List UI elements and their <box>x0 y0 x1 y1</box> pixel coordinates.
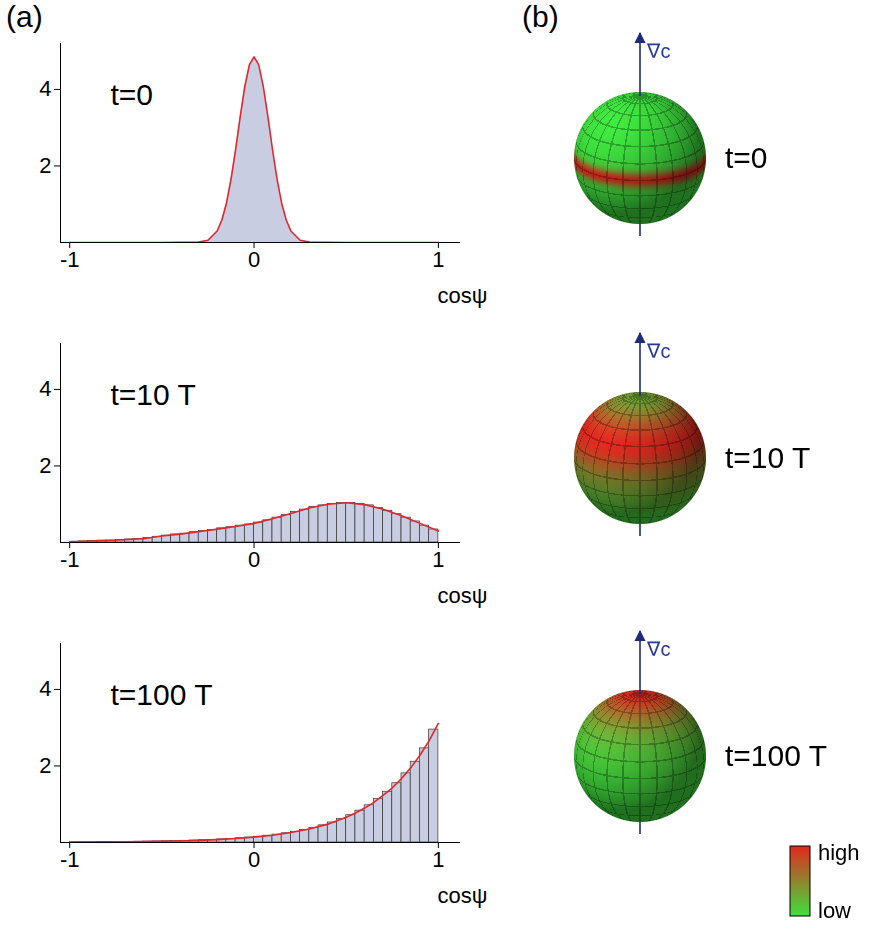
svg-text:-1: -1 <box>60 847 80 872</box>
svg-text:-1: -1 <box>60 247 80 272</box>
html-text:(a): (a) <box>6 0 43 33</box>
svg-text:t=100 T: t=100 T <box>725 739 827 772</box>
svg-text:1: 1 <box>432 547 444 572</box>
svg-text:4: 4 <box>39 676 51 701</box>
svg-text:∇c: ∇c <box>646 40 670 62</box>
svg-text:t=10 T: t=10 T <box>111 378 196 411</box>
svg-text:0: 0 <box>248 847 260 872</box>
svg-text:1: 1 <box>432 847 444 872</box>
svg-text:cosψ: cosψ <box>438 583 488 608</box>
svg-text:2: 2 <box>39 753 51 778</box>
svg-text:2: 2 <box>39 453 51 478</box>
svg-text:high: high <box>818 840 860 865</box>
svg-text:4: 4 <box>39 76 51 101</box>
svg-text:t=10 T: t=10 T <box>725 441 810 474</box>
svg-text:low: low <box>818 898 851 923</box>
svg-text:∇c: ∇c <box>646 638 670 660</box>
svg-text:t=100 T: t=100 T <box>111 678 213 711</box>
svg-text:4: 4 <box>39 376 51 401</box>
svg-text:0: 0 <box>248 247 260 272</box>
svg-text:2: 2 <box>39 153 51 178</box>
svg-text:∇c: ∇c <box>646 340 670 362</box>
svg-text:0: 0 <box>248 547 260 572</box>
html-text:(b): (b) <box>522 0 559 33</box>
svg-text:cosψ: cosψ <box>438 283 488 308</box>
svg-text:t=0: t=0 <box>111 78 154 111</box>
svg-text:t=0: t=0 <box>725 141 768 174</box>
svg-text:-1: -1 <box>60 547 80 572</box>
svg-text:1: 1 <box>432 247 444 272</box>
svg-text:cosψ: cosψ <box>438 883 488 908</box>
